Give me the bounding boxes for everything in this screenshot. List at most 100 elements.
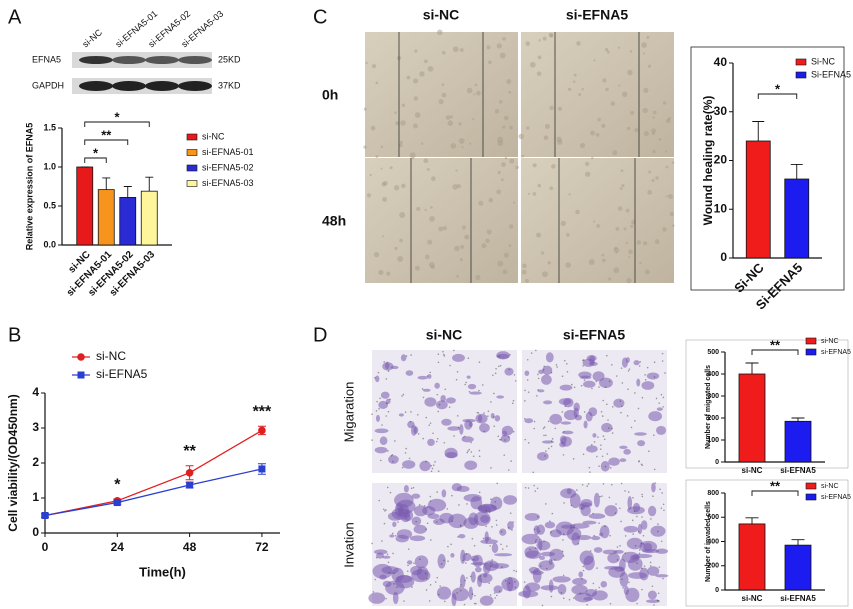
stained-cells bbox=[655, 574, 669, 578]
cell-texture bbox=[596, 224, 600, 228]
cell-texture bbox=[524, 278, 529, 283]
pores bbox=[485, 509, 488, 512]
cell-texture bbox=[537, 55, 542, 60]
pores bbox=[457, 426, 460, 429]
cell-texture bbox=[431, 176, 436, 182]
blot-band bbox=[112, 81, 146, 91]
pores bbox=[432, 432, 434, 435]
pores bbox=[385, 597, 387, 600]
pores bbox=[619, 507, 621, 510]
cell-texture bbox=[565, 262, 571, 268]
cell-texture bbox=[593, 59, 596, 62]
blot-band bbox=[79, 56, 113, 64]
pores bbox=[512, 521, 514, 523]
cell-texture bbox=[456, 183, 461, 189]
pores bbox=[437, 361, 440, 364]
stained-cells bbox=[424, 397, 437, 407]
pores bbox=[489, 594, 492, 596]
cell-texture bbox=[672, 224, 675, 227]
stained-cells bbox=[571, 532, 580, 546]
stained-cells bbox=[571, 584, 588, 595]
pores bbox=[543, 434, 545, 437]
pores bbox=[624, 490, 626, 492]
stained-cells bbox=[608, 457, 620, 466]
cell-texture bbox=[629, 50, 633, 53]
pores bbox=[619, 400, 622, 403]
cell-texture bbox=[647, 64, 652, 68]
stained-cells bbox=[414, 555, 429, 569]
pores bbox=[422, 437, 424, 440]
cell-texture bbox=[427, 239, 433, 245]
pores bbox=[494, 597, 496, 599]
pores bbox=[524, 389, 526, 392]
significance-label: *** bbox=[253, 403, 272, 420]
cell-texture bbox=[614, 246, 617, 250]
pores bbox=[389, 398, 391, 401]
stained-cells bbox=[493, 553, 513, 557]
pores bbox=[562, 555, 565, 557]
pores bbox=[438, 403, 441, 406]
stained-cells bbox=[464, 460, 478, 471]
cell-texture bbox=[497, 170, 501, 175]
pores bbox=[411, 586, 413, 588]
pores bbox=[423, 504, 426, 507]
pores bbox=[534, 541, 537, 543]
cell-texture bbox=[486, 45, 491, 50]
pores bbox=[382, 508, 385, 511]
stained-cells bbox=[396, 529, 413, 539]
y-tick-label: 0 bbox=[715, 459, 719, 466]
cell-texture bbox=[386, 271, 391, 276]
cell-texture bbox=[460, 244, 465, 250]
pores bbox=[543, 426, 546, 428]
chart-frame bbox=[685, 339, 849, 469]
stained-cells bbox=[582, 520, 597, 525]
cell-texture bbox=[644, 269, 650, 275]
stained-cells bbox=[407, 420, 415, 429]
cell-texture bbox=[400, 120, 406, 126]
cell-texture bbox=[365, 61, 368, 65]
stained-cells bbox=[600, 580, 608, 588]
cell-texture bbox=[536, 232, 542, 238]
stained-cells bbox=[647, 566, 660, 576]
pores bbox=[466, 577, 468, 579]
pores bbox=[563, 430, 565, 433]
y-tick-label: 4 bbox=[32, 385, 39, 399]
pores bbox=[511, 402, 514, 405]
pores bbox=[545, 503, 547, 505]
pores bbox=[662, 577, 664, 580]
pores bbox=[449, 364, 451, 367]
pores bbox=[638, 365, 641, 367]
pores bbox=[632, 533, 635, 535]
stained-cells bbox=[379, 436, 388, 446]
pores bbox=[410, 487, 413, 490]
significance-label: ** bbox=[101, 127, 112, 142]
pores bbox=[563, 502, 565, 504]
stained-cells bbox=[474, 566, 482, 573]
error-bar bbox=[745, 362, 759, 374]
stained-cells bbox=[623, 585, 630, 595]
pores bbox=[513, 374, 516, 376]
pores bbox=[375, 410, 378, 412]
pores bbox=[437, 470, 440, 473]
pores bbox=[404, 452, 407, 454]
pores bbox=[600, 410, 603, 413]
pores bbox=[515, 570, 518, 573]
pores bbox=[601, 495, 603, 497]
stained-cells bbox=[561, 524, 575, 529]
error-bar bbox=[123, 186, 132, 198]
pores bbox=[451, 494, 453, 497]
pores bbox=[611, 363, 613, 366]
pores bbox=[464, 383, 466, 386]
stained-cells bbox=[374, 446, 388, 454]
stained-cells bbox=[524, 370, 530, 376]
pores bbox=[643, 565, 646, 567]
pores bbox=[444, 388, 447, 391]
pores bbox=[448, 406, 451, 408]
pores bbox=[611, 406, 614, 408]
stained-cells bbox=[496, 353, 510, 359]
pores bbox=[660, 540, 663, 543]
significance-label: * bbox=[93, 145, 99, 160]
pores bbox=[644, 379, 647, 381]
stained-cells bbox=[484, 531, 489, 544]
pores bbox=[495, 524, 498, 526]
